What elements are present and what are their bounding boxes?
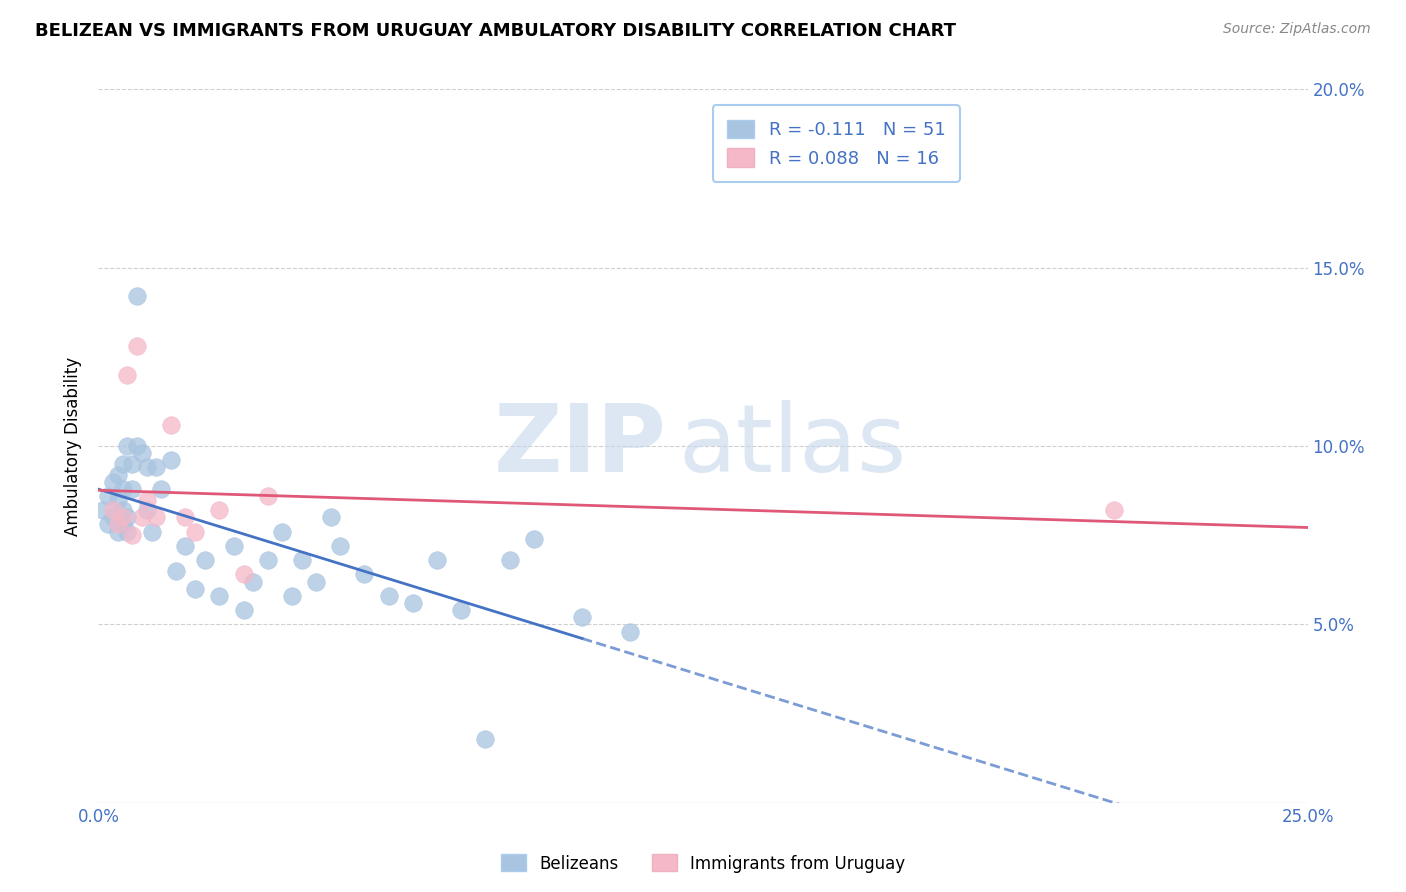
Point — [319, 510, 342, 524]
Point — [141, 524, 163, 539]
Point — [271, 524, 294, 539]
Point — [184, 524, 207, 539]
Point — [305, 574, 328, 589]
Point — [117, 439, 139, 453]
Point — [111, 482, 134, 496]
Point — [117, 510, 139, 524]
Point — [208, 589, 231, 603]
Text: atlas: atlas — [679, 400, 907, 492]
Point — [281, 589, 304, 603]
Point — [135, 503, 157, 517]
Point — [242, 574, 264, 589]
Point — [111, 503, 134, 517]
Point — [222, 539, 245, 553]
Point — [402, 596, 425, 610]
Point — [571, 610, 593, 624]
Point — [107, 524, 129, 539]
Point — [208, 503, 231, 517]
Point — [101, 503, 124, 517]
Point — [174, 539, 197, 553]
Point — [121, 482, 143, 496]
Point — [127, 289, 149, 303]
Point — [107, 467, 129, 482]
Text: BELIZEAN VS IMMIGRANTS FROM URUGUAY AMBULATORY DISABILITY CORRELATION CHART: BELIZEAN VS IMMIGRANTS FROM URUGUAY AMBU… — [35, 22, 956, 40]
Point — [145, 510, 167, 524]
Point — [353, 567, 375, 582]
Text: ZIP: ZIP — [494, 400, 666, 492]
Point — [127, 439, 149, 453]
Point — [97, 517, 120, 532]
Point — [107, 517, 129, 532]
Point — [135, 492, 157, 507]
Point — [111, 510, 134, 524]
Point — [107, 492, 129, 507]
Point — [523, 532, 546, 546]
Point — [91, 503, 114, 517]
Point — [160, 453, 183, 467]
Point — [256, 489, 278, 503]
Point — [290, 553, 312, 567]
Point — [117, 524, 139, 539]
Point — [329, 539, 352, 553]
Point — [498, 553, 520, 567]
Point — [174, 510, 197, 524]
Point — [97, 489, 120, 503]
Point — [117, 368, 139, 382]
Point — [121, 457, 143, 471]
Y-axis label: Ambulatory Disability: Ambulatory Disability — [65, 357, 83, 535]
Point — [101, 475, 124, 489]
Point — [450, 603, 472, 617]
Point — [145, 460, 167, 475]
Point — [232, 603, 254, 617]
Point — [121, 528, 143, 542]
Point — [165, 564, 187, 578]
Point — [111, 517, 134, 532]
Point — [232, 567, 254, 582]
Point — [160, 417, 183, 432]
Legend: Belizeans, Immigrants from Uruguay: Belizeans, Immigrants from Uruguay — [494, 847, 912, 880]
Point — [377, 589, 399, 603]
Point — [194, 553, 217, 567]
Point — [131, 446, 153, 460]
Point — [101, 510, 124, 524]
Point — [474, 731, 496, 746]
Point — [184, 582, 207, 596]
Point — [131, 510, 153, 524]
Point — [1102, 503, 1125, 517]
Point — [111, 457, 134, 471]
Legend: R = -0.111   N = 51, R = 0.088   N = 16: R = -0.111 N = 51, R = 0.088 N = 16 — [713, 105, 960, 182]
Point — [426, 553, 449, 567]
Text: Source: ZipAtlas.com: Source: ZipAtlas.com — [1223, 22, 1371, 37]
Point — [135, 460, 157, 475]
Point — [150, 482, 173, 496]
Point — [127, 339, 149, 353]
Point — [256, 553, 278, 567]
Point — [619, 624, 641, 639]
